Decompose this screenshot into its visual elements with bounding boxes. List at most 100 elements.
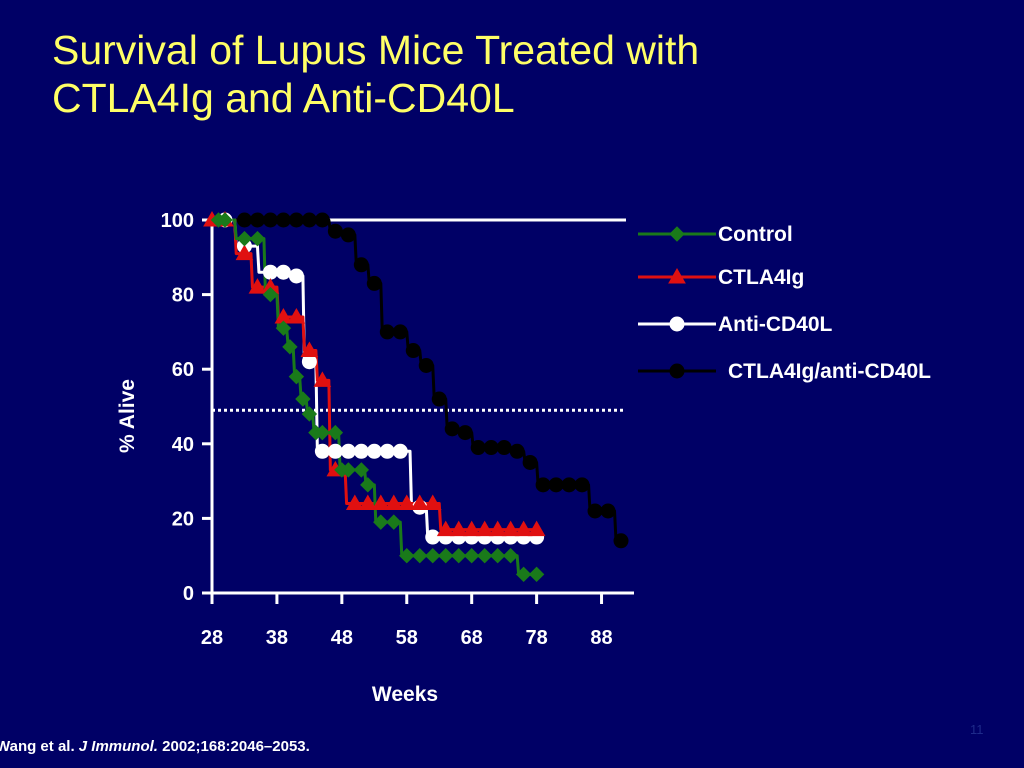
data-point-ctla4ig-anti-cd40l	[275, 212, 291, 228]
series-line-ctla4ig	[212, 218, 537, 532]
data-point-ctla4ig	[501, 520, 520, 537]
x-tick-label: 58	[396, 627, 418, 649]
data-point-ctla4ig	[384, 494, 403, 510]
data-point-anti-cd40l	[314, 443, 330, 459]
legend-marker	[669, 316, 685, 332]
data-point-ctla4ig	[248, 278, 267, 294]
y-tick-label: 100	[161, 210, 194, 232]
data-point-ctla4ig-anti-cd40l	[522, 454, 538, 470]
data-point-ctla4ig-anti-cd40l	[470, 440, 486, 456]
data-point-control	[451, 547, 467, 564]
data-point-ctla4ig-anti-cd40l	[249, 212, 265, 228]
data-point-ctla4ig-anti-cd40l	[483, 440, 499, 456]
data-point-control	[217, 212, 233, 228]
data-point-ctla4ig-anti-cd40l	[561, 477, 577, 493]
data-point-control	[262, 286, 279, 303]
data-point-control	[438, 547, 454, 564]
citation-details: 2002;168:2046–2053.	[162, 738, 310, 755]
legend-marker	[668, 267, 686, 284]
data-point-control	[275, 320, 292, 336]
data-point-control	[340, 462, 357, 478]
data-point-ctla4ig-anti-cd40l	[418, 357, 434, 373]
data-point-ctla4ig-anti-cd40l	[574, 477, 590, 493]
legend-item-ctla4ig: CTLA4Ig	[638, 266, 804, 289]
data-point-ctla4ig-anti-cd40l	[600, 503, 616, 519]
y-tick-label: 80	[172, 285, 194, 307]
reference-lines	[212, 218, 626, 412]
data-point-ctla4ig	[527, 520, 546, 537]
data-point-ctla4ig	[423, 494, 442, 510]
data-point-ctla4ig-anti-cd40l	[392, 324, 408, 340]
data-point-control	[236, 230, 253, 247]
data-point-control	[399, 547, 415, 564]
data-point-control	[386, 514, 402, 530]
data-point-ctla4ig	[345, 494, 364, 510]
data-point-ctla4ig	[371, 494, 390, 510]
data-point-anti-cd40l	[327, 443, 343, 459]
data-point-ctla4ig	[313, 371, 332, 387]
data-point-ctla4ig-anti-cd40l	[340, 227, 356, 243]
data-point-anti-cd40l	[379, 443, 395, 459]
data-point-anti-cd40l	[353, 443, 369, 459]
citation: Wang et al. J Immunol. 2002;168:2046–205…	[0, 738, 310, 755]
y-tick-label: 60	[172, 359, 194, 381]
data-point-control	[288, 368, 305, 385]
x-axis-label: Weeks	[372, 683, 438, 706]
data-point-ctla4ig-anti-cd40l	[262, 212, 278, 228]
chart-axes	[210, 220, 634, 595]
y-axis-label: % Alive	[116, 379, 139, 453]
data-point-control	[489, 547, 506, 564]
data-point-ctla4ig-anti-cd40l	[379, 324, 395, 340]
data-point-ctla4ig-anti-cd40l	[587, 503, 603, 519]
data-point-control	[295, 391, 311, 407]
data-point-ctla4ig-anti-cd40l	[314, 212, 330, 228]
data-point-anti-cd40l	[425, 529, 441, 545]
data-point-ctla4ig-anti-cd40l	[509, 443, 525, 459]
data-point-control	[373, 514, 389, 530]
data-point-ctla4ig	[358, 494, 377, 510]
data-point-ctla4ig-anti-cd40l	[327, 223, 343, 239]
data-point-ctla4ig	[488, 520, 507, 537]
data-point-ctla4ig	[449, 520, 468, 537]
data-point-ctla4ig-anti-cd40l	[288, 212, 304, 228]
x-tick-label: 88	[590, 627, 612, 649]
data-point-ctla4ig-anti-cd40l	[457, 425, 473, 441]
data-point-ctla4ig	[436, 520, 455, 537]
data-point-control	[282, 339, 298, 355]
data-point-ctla4ig-anti-cd40l	[535, 477, 551, 493]
data-point-ctla4ig-anti-cd40l	[301, 212, 317, 228]
legend-item-control: Control	[638, 223, 793, 246]
data-point-control	[301, 406, 318, 422]
data-point-control	[463, 547, 480, 564]
data-point-anti-cd40l	[392, 443, 408, 459]
data-point-anti-cd40l	[262, 264, 278, 280]
data-point-ctla4ig-anti-cd40l	[496, 440, 512, 456]
data-point-control	[502, 547, 519, 564]
data-point-ctla4ig	[410, 494, 429, 510]
data-point-anti-cd40l	[288, 268, 304, 284]
axis-ticks: 0 20 40 60 80 100 28 38 48 58 68 78 88	[161, 210, 613, 649]
data-point-ctla4ig-anti-cd40l	[613, 533, 629, 549]
data-point-control	[353, 462, 370, 478]
legend-label: Anti-CD40L	[718, 313, 833, 336]
legend-label: CTLA4Ig	[718, 266, 804, 289]
x-tick-label: 68	[461, 627, 483, 649]
y-tick-label: 20	[172, 508, 194, 530]
data-point-ctla4ig-anti-cd40l	[366, 275, 382, 291]
citation-authors: Wang et al.	[0, 738, 75, 755]
legend-marker	[669, 363, 685, 379]
data-point-control	[528, 566, 545, 583]
x-tick-label: 48	[331, 627, 353, 649]
slide-number: 11	[970, 722, 984, 737]
title-line-2: CTLA4Ig and Anti-CD40L	[52, 75, 515, 121]
data-point-ctla4ig-anti-cd40l	[444, 421, 460, 437]
legend-label: CTLA4Ig/anti-CD40L	[728, 360, 931, 383]
data-point-ctla4ig	[287, 307, 306, 324]
x-tick-label: 78	[525, 627, 547, 649]
legend-item-anti-cd40l: Anti-CD40L	[638, 313, 833, 336]
legend-label: Control	[718, 223, 793, 246]
data-point-ctla4ig-anti-cd40l	[236, 212, 252, 228]
data-point-anti-cd40l	[340, 443, 356, 459]
data-point-control	[360, 477, 376, 493]
data-point-anti-cd40l	[366, 443, 382, 459]
